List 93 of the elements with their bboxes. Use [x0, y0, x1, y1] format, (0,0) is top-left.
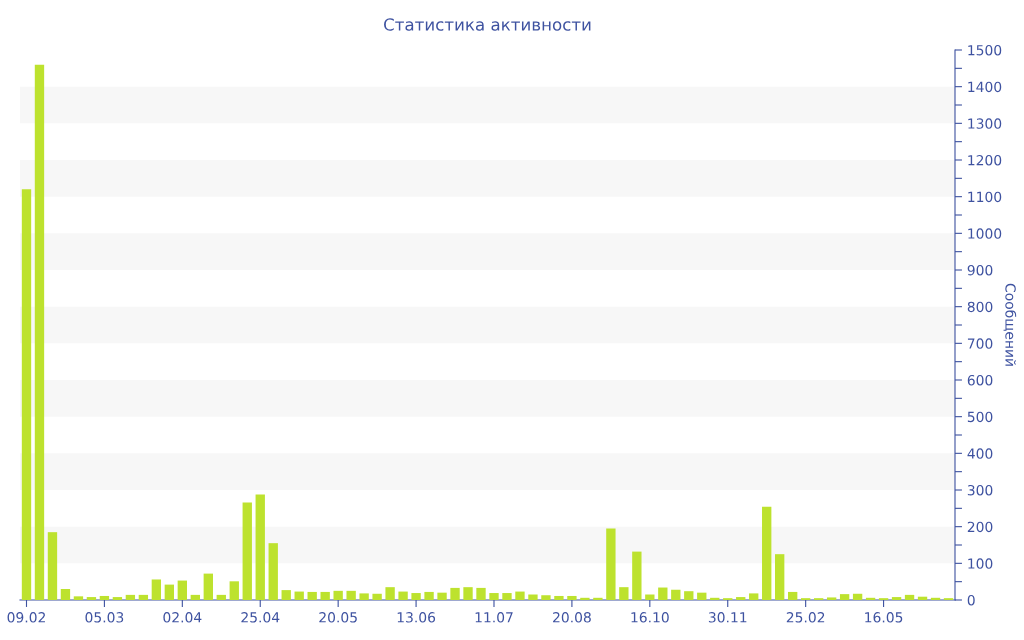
bar — [891, 597, 902, 600]
bar — [762, 506, 772, 600]
bar — [99, 595, 110, 600]
y-tick-label: 1400 — [968, 81, 1002, 93]
bar — [294, 591, 304, 600]
x-tick-label: 13.06 — [397, 612, 436, 623]
bar — [645, 594, 655, 600]
x-tick-label: 30.11 — [708, 612, 747, 623]
bar — [606, 528, 616, 600]
bar — [489, 593, 499, 600]
bar — [476, 587, 486, 600]
y-tick-label: 700 — [967, 338, 993, 349]
x-tick-label: 25.02 — [786, 612, 825, 623]
bar — [528, 594, 538, 600]
bar — [372, 593, 382, 600]
bar — [826, 597, 837, 600]
bar — [138, 594, 149, 600]
bar — [385, 587, 395, 600]
y-tick-label: 100 — [968, 558, 993, 569]
bar — [788, 591, 798, 600]
bar — [73, 596, 84, 600]
bar — [268, 543, 278, 600]
y-tick-label: 1200 — [968, 154, 1002, 166]
bar — [411, 593, 421, 600]
bar — [21, 189, 32, 600]
bar — [450, 587, 460, 600]
x-tick-label: 02.04 — [163, 612, 202, 623]
bar — [904, 594, 915, 600]
bar — [424, 591, 434, 600]
x-tick-label: 11.07 — [475, 612, 513, 623]
bar — [398, 591, 408, 600]
bar — [346, 590, 356, 600]
bar — [684, 591, 694, 600]
bar — [619, 587, 629, 600]
bar — [749, 593, 759, 600]
bar — [216, 594, 226, 600]
y-tick-label: 200 — [967, 521, 993, 533]
y-tick-label: 1000 — [968, 228, 1002, 239]
bar — [34, 64, 45, 600]
x-tick-label: 25.04 — [241, 612, 280, 623]
chart-title: Статистика активности — [384, 18, 591, 31]
bar — [697, 592, 707, 600]
bar — [515, 591, 525, 600]
bar — [632, 551, 642, 600]
bar — [580, 597, 590, 600]
y-tick-label: 500 — [967, 411, 993, 423]
x-tick-label: 16.10 — [631, 612, 669, 623]
bar — [125, 594, 136, 600]
bar — [320, 591, 330, 600]
y-axis-title: Сообщений — [1003, 283, 1017, 366]
bar — [852, 593, 863, 600]
bar — [593, 597, 603, 600]
x-tick-label: 05.03 — [85, 612, 124, 623]
y-tick-label: 900 — [967, 264, 993, 276]
x-tick-label: 09.02 — [7, 612, 45, 623]
bar — [60, 589, 71, 600]
x-tick-label: 20.08 — [553, 612, 591, 623]
bar — [190, 594, 200, 600]
bar — [359, 593, 369, 600]
y-tick-label: 800 — [967, 301, 993, 313]
y-tick-label: 600 — [967, 374, 993, 386]
bar — [333, 590, 343, 600]
bar — [658, 587, 668, 600]
bar — [229, 581, 239, 600]
bar — [164, 584, 175, 600]
bar — [307, 591, 317, 600]
bar — [437, 592, 447, 600]
x-tick-label: 20.05 — [319, 612, 357, 623]
y-tick-label: 300 — [967, 484, 993, 496]
x-tick-label: 16.05 — [865, 612, 903, 623]
y-tick-label: 1500 — [968, 44, 1002, 56]
bar — [671, 589, 681, 600]
bar — [554, 595, 564, 600]
bar — [839, 594, 850, 600]
y-tick-label: 400 — [967, 448, 993, 459]
bar — [86, 597, 97, 600]
bar — [281, 590, 291, 600]
bar — [736, 597, 746, 600]
bar — [502, 593, 512, 600]
bar — [151, 579, 162, 600]
bar — [47, 532, 58, 600]
y-tick-label: 1300 — [968, 118, 1002, 129]
bar — [541, 595, 551, 600]
bar — [255, 494, 265, 600]
bar — [775, 554, 785, 600]
y-tick-label: 1100 — [968, 191, 1002, 203]
bar — [463, 587, 473, 600]
y-tick-label: 0 — [967, 594, 975, 606]
bar — [567, 595, 577, 600]
bar — [203, 573, 213, 600]
bar — [112, 597, 123, 600]
bar — [242, 502, 252, 600]
bar — [177, 580, 187, 600]
